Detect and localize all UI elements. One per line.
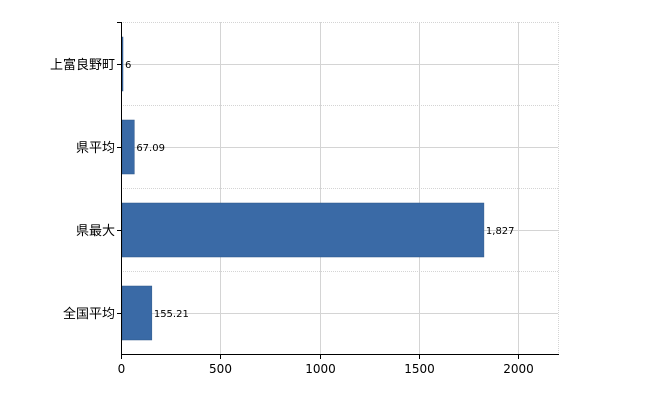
category-label: 県平均 [76, 141, 115, 156]
labels: 上富良野町 6 県平均 67.09 県最大 1,827 全国平均 155.21 0 500 1000… [50, 57, 534, 376]
data-label: 67.09 [136, 143, 165, 154]
bar [121, 202, 485, 258]
x-tick-label: 2000 [503, 362, 534, 376]
category-label: 県最大 [76, 224, 115, 239]
x-tick-label: 1000 [305, 362, 336, 376]
grid-lines [121, 22, 559, 354]
bar [121, 119, 135, 175]
x-tick-label: 0 [118, 362, 126, 376]
x-tick-label: 500 [209, 362, 232, 376]
bar [121, 36, 124, 92]
bars [121, 36, 485, 341]
data-label: 6 [125, 60, 131, 71]
data-label: 1,827 [486, 226, 515, 237]
axes [117, 22, 559, 359]
x-tick-label: 1500 [404, 362, 435, 376]
bar [121, 285, 153, 341]
category-label: 全国平均 [63, 306, 115, 322]
category-label: 上富良野町 [50, 57, 115, 73]
data-label: 155.21 [154, 309, 189, 320]
